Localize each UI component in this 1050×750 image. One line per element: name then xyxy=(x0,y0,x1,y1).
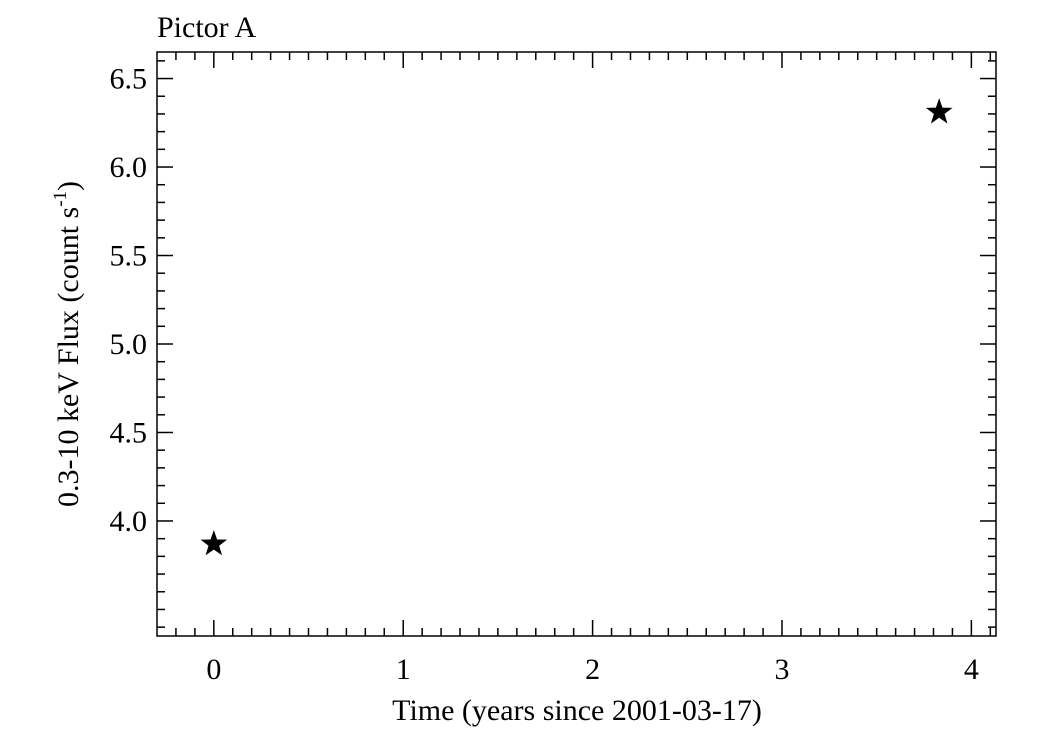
x-tick-label: 1 xyxy=(396,653,411,686)
y-axis-title-close: ) xyxy=(52,181,85,191)
y-tick-label: 6.5 xyxy=(110,63,148,96)
data-points xyxy=(200,98,953,556)
y-tick-label: 5.5 xyxy=(110,240,148,273)
y-tick-label: 4.5 xyxy=(110,416,148,449)
y-axis-title-superscript: -1 xyxy=(50,191,71,207)
plot-frame xyxy=(156,51,997,637)
x-axis-title: Time (years since 2001-03-17) xyxy=(392,694,762,727)
x-tick-label: 4 xyxy=(964,653,979,686)
y-tick-label: 4.0 xyxy=(110,505,148,538)
x-tick-label: 3 xyxy=(774,653,789,686)
axis-ticks xyxy=(157,52,996,636)
y-tick-label: 5.0 xyxy=(110,328,148,361)
y-axis-title: 0.3-10 keV Flux (count s-1) xyxy=(50,181,85,507)
y-tick-label: 6.0 xyxy=(110,151,148,184)
y-axis-title-main: 0.3-10 keV Flux (count s xyxy=(52,207,85,507)
chart-title: Pictor A xyxy=(157,11,257,44)
x-tick-label: 2 xyxy=(585,653,600,686)
data-point-star xyxy=(925,98,953,124)
x-tick-label: 0 xyxy=(206,653,221,686)
y-tick-labels: 4.0 4.5 5.0 5.5 6.0 6.5 xyxy=(110,63,148,538)
data-point-star xyxy=(200,529,228,556)
x-tick-labels: 0 1 2 3 4 xyxy=(206,653,979,686)
